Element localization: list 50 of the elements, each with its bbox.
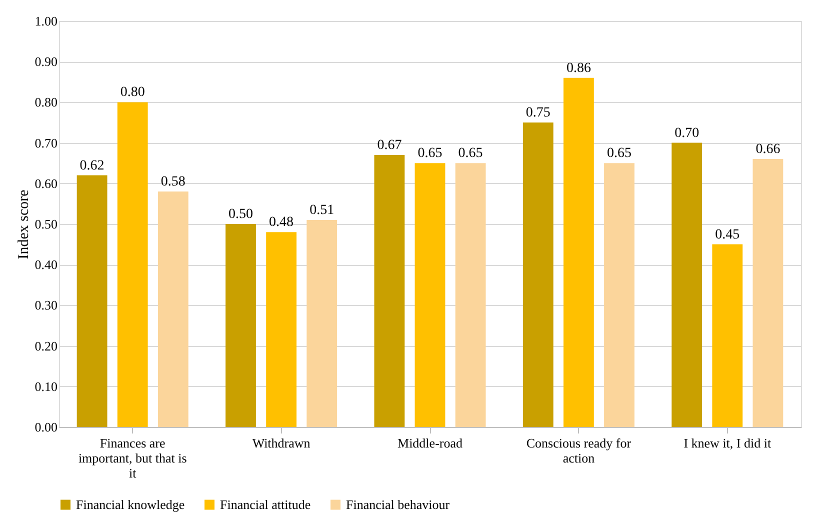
bar	[752, 159, 784, 427]
y-tick-label: 0.80	[34, 94, 58, 110]
bar	[226, 224, 256, 427]
data-label: 0.65	[607, 146, 632, 162]
data-label: 0.66	[756, 142, 780, 158]
y-tick-label: 0.00	[34, 420, 58, 434]
bar	[455, 163, 486, 427]
data-label: 0.65	[458, 146, 483, 162]
bar	[604, 163, 634, 427]
bar	[522, 122, 554, 427]
data-label: 0.65	[418, 146, 442, 162]
x-tick-label: I knew it, I did it	[684, 436, 772, 450]
data-label: 0.70	[674, 126, 700, 141]
x-tick-label: Conscious ready for action	[526, 436, 632, 466]
data-label: 0.51	[310, 202, 334, 218]
bar	[117, 102, 148, 427]
data-label: 0.50	[228, 207, 253, 222]
data-label: 0.75	[526, 106, 550, 120]
data-label: 0.80	[120, 85, 145, 100]
y-tick-label: 0.40	[34, 257, 58, 272]
y-tick-label: 0.70	[34, 135, 58, 150]
bar	[266, 232, 297, 427]
data-label: 0.62	[80, 158, 104, 174]
x-tick-label: Middle-road	[398, 436, 463, 450]
y-axis-title: Index score	[16, 189, 32, 260]
bar	[374, 154, 405, 427]
data-label: 0.58	[160, 174, 186, 190]
y-tick-label: 0.10	[34, 378, 58, 394]
bar	[414, 163, 446, 427]
bar	[563, 78, 594, 427]
data-label: 0.86	[566, 60, 591, 76]
legend-label: Financial behaviour	[346, 496, 450, 512]
y-tick-label: 0.30	[34, 298, 58, 313]
y-tick-label: 0.60	[34, 176, 58, 191]
data-label: 0.48	[269, 215, 294, 230]
x-tick-label: Finances are important, but that is it	[78, 436, 187, 480]
legend-label: Financial attitude	[220, 496, 311, 512]
bar	[306, 220, 338, 427]
y-tick-label: 1.00	[34, 14, 58, 28]
bar	[712, 244, 743, 427]
bar	[672, 142, 702, 427]
bar	[158, 192, 188, 427]
y-tick-label: 0.90	[34, 54, 58, 70]
data-label: 0.67	[377, 138, 402, 153]
legend-label: Financial knowledge	[76, 496, 185, 512]
y-tick-label: 0.50	[34, 216, 58, 232]
x-tick-label: Withdrawn	[252, 436, 311, 450]
data-label: 0.45	[715, 227, 740, 242]
bar	[76, 175, 108, 427]
y-tick-label: 0.20	[34, 338, 58, 354]
